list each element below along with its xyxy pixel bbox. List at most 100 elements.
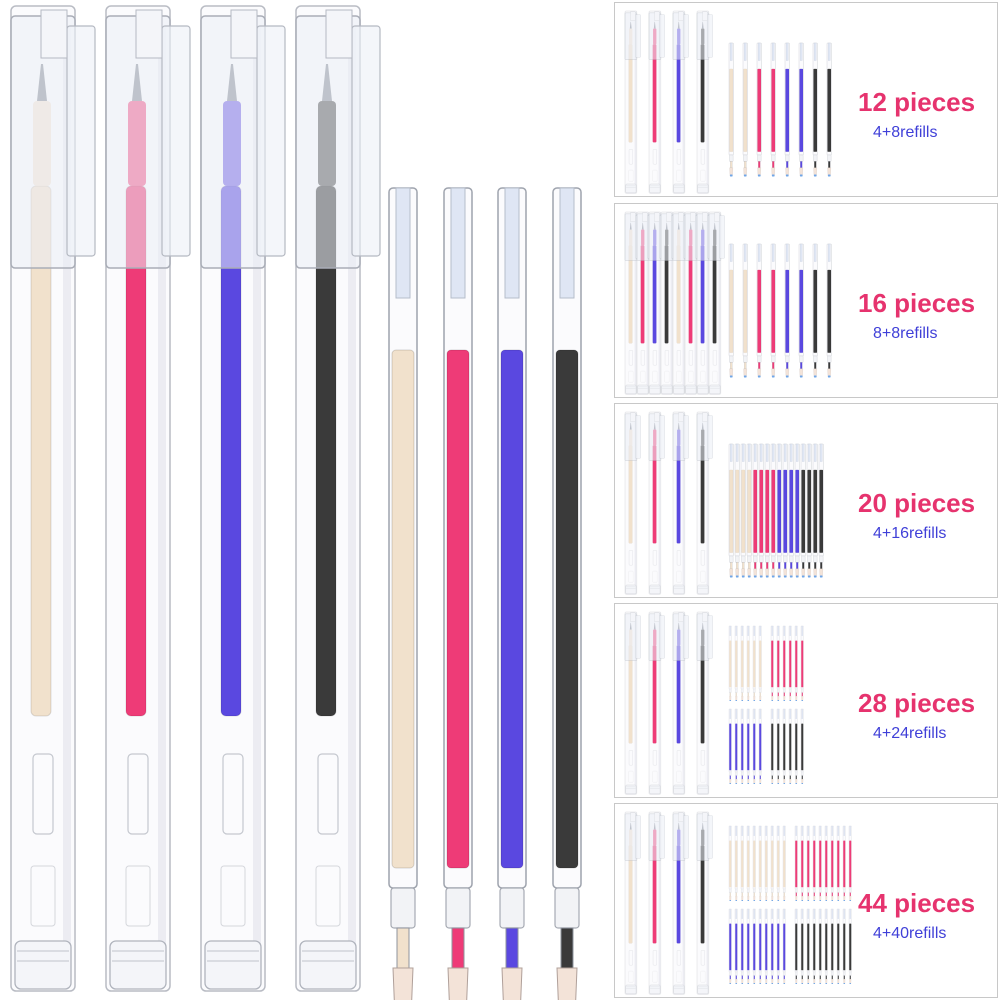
refill-ink [783, 923, 786, 971]
refill-ink [783, 723, 786, 771]
refill-ink [729, 840, 732, 888]
refill-ink [831, 923, 834, 971]
refill-ink [801, 469, 806, 553]
refill-ink [783, 469, 788, 553]
option-box-20[interactable]: 20 pieces 4+16refills [614, 403, 998, 598]
option-box-12[interactable]: 12 pieces 4+8refills [614, 2, 998, 197]
refill-ink [827, 68, 832, 152]
mini-pen [624, 811, 641, 995]
refill-ink [391, 349, 415, 869]
option-title: 44 pieces [858, 888, 976, 918]
mini-refill [842, 908, 846, 985]
mini-refill [728, 825, 732, 902]
mini-pen [624, 611, 641, 795]
pen-end-plug [685, 384, 697, 394]
refill-purple [497, 187, 527, 1000]
refill-ink [801, 723, 804, 771]
refill-ink [813, 68, 818, 152]
refill-ink [753, 469, 758, 553]
mini-refill [758, 908, 762, 985]
mini-pen [648, 10, 665, 194]
mini-refill [848, 825, 852, 902]
pen-end-plug [649, 984, 661, 994]
refill-ink [759, 640, 762, 688]
refill-ink [753, 923, 756, 971]
option-subtitle: 4+8refills [873, 124, 938, 141]
mini-refill [806, 825, 810, 902]
mini-refill [836, 908, 840, 985]
option-box-28[interactable]: 28 pieces 4+24refills [614, 603, 998, 798]
mini-refill [800, 708, 804, 785]
mini-refill [758, 625, 762, 702]
pen-clip [351, 25, 381, 257]
refill-ink [785, 68, 790, 152]
mini-refill [794, 708, 798, 785]
refill-ink [741, 840, 744, 888]
pen-clip [161, 25, 191, 257]
mini-refill [752, 825, 756, 902]
pen-clip [659, 14, 665, 58]
pen-end-plug [649, 183, 661, 193]
mini-refill [740, 825, 744, 902]
refill-ink [729, 923, 732, 971]
pen-end-plug [14, 940, 72, 990]
mini-refill [764, 825, 768, 902]
option-illustration [624, 10, 832, 194]
refill-ink [771, 68, 776, 152]
mini-refill [784, 42, 790, 177]
mini-pen [636, 211, 653, 395]
refill-ink [741, 723, 744, 771]
refill-ink [843, 923, 846, 971]
refill-ink [765, 840, 768, 888]
mini-refill [742, 42, 748, 177]
mini-refill [746, 443, 752, 578]
mini-refill [800, 443, 806, 578]
mini-pen [708, 211, 725, 395]
mini-refill [788, 708, 792, 785]
refill-ink [735, 469, 740, 553]
mini-refill [746, 825, 750, 902]
mini-refill [728, 443, 734, 578]
refill-ink [747, 640, 750, 688]
pen-end-plug [299, 940, 357, 990]
mini-pen [696, 411, 713, 595]
pen-clip [707, 14, 713, 58]
refill-ink [729, 640, 732, 688]
pen-end-plug [709, 384, 721, 394]
refill-ink [789, 723, 792, 771]
mini-refill [800, 625, 804, 702]
refill-ink [765, 469, 770, 553]
refill-ink [807, 469, 812, 553]
refill-ink [813, 923, 816, 971]
mini-refill [740, 443, 746, 578]
mini-refill [728, 708, 732, 785]
refill-ink [729, 723, 732, 771]
option-illustration [624, 411, 824, 595]
option-title: 16 pieces [858, 288, 976, 318]
pen-end-plug [697, 584, 709, 594]
option-box-44[interactable]: 44 pieces 4+40refills [614, 803, 998, 998]
pen-end-plug [697, 384, 709, 394]
pen-clip [256, 25, 286, 257]
refill-pink [443, 187, 473, 1000]
refill-ink [789, 640, 792, 688]
mini-pen [672, 10, 689, 194]
refill-ink [795, 840, 798, 888]
mini-refill [812, 908, 816, 985]
mini-refill [818, 908, 822, 985]
refill-ink [777, 723, 780, 771]
refill-ink [747, 469, 752, 553]
refill-ink [849, 923, 852, 971]
mini-refill [764, 908, 768, 985]
pen-end-plug [673, 584, 685, 594]
mini-pen [624, 211, 641, 395]
refill-ink [837, 923, 840, 971]
option-box-16[interactable]: 16 pieces 8+8refills [614, 203, 998, 398]
refill-ink [747, 923, 750, 971]
mini-refill [752, 625, 756, 702]
refill-ink [771, 923, 774, 971]
pen-clip [659, 615, 665, 659]
mini-refill [728, 243, 734, 378]
option-illustration [624, 211, 832, 395]
mini-refill [752, 708, 756, 785]
